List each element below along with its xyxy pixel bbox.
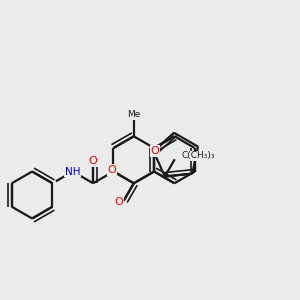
Text: NH: NH — [65, 167, 80, 176]
Text: O: O — [115, 197, 123, 207]
Text: O: O — [107, 165, 116, 175]
Text: O: O — [89, 156, 98, 166]
Text: O: O — [151, 146, 160, 156]
Text: C(CH₃)₃: C(CH₃)₃ — [182, 152, 215, 160]
Text: Me: Me — [127, 110, 140, 119]
